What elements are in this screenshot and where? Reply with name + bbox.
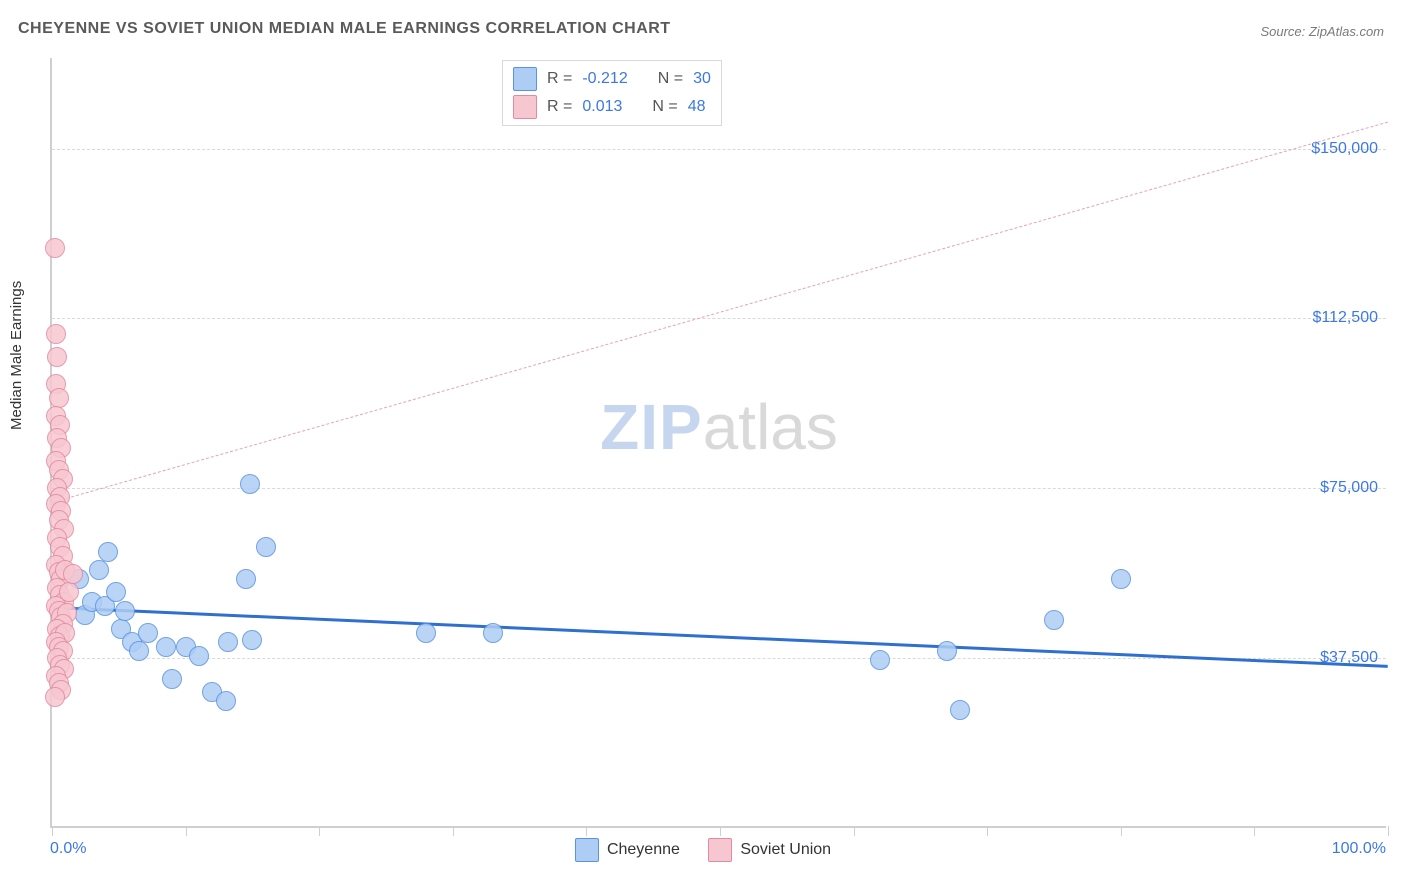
x-tick [1254,826,1255,836]
corr-r-cheyenne: -0.212 [582,70,627,88]
source-label: Source: ZipAtlas.com [1260,24,1384,39]
data-point-cheyenne [162,669,182,689]
x-tick [52,826,53,836]
x-tick [453,826,454,836]
corr-r-label: R = [547,98,572,116]
data-point-cheyenne [1111,569,1131,589]
data-point-cheyenne [937,641,957,661]
data-point-cheyenne [256,537,276,557]
gridline [52,318,1386,319]
data-point-cheyenne [240,474,260,494]
legend-label-soviet: Soviet Union [740,841,831,859]
corr-n-label: N = [652,98,677,116]
x-tick [186,826,187,836]
legend-item-soviet: Soviet Union [708,838,831,862]
y-tick-label: $150,000 [1311,140,1378,158]
legend-item-cheyenne: Cheyenne [575,838,680,862]
data-point-cheyenne [138,623,158,643]
trend-line-soviet-union [52,121,1388,502]
plot-area: ZIPatlas R = -0.212 N = 30 R = 0.013 N =… [50,58,1386,828]
y-tick-label: $112,500 [1312,309,1378,327]
data-point-cheyenne [950,700,970,720]
data-point-cheyenne [483,623,503,643]
corr-swatch-soviet [513,95,537,119]
data-point-cheyenne [218,632,238,652]
chart-title: CHEYENNE VS SOVIET UNION MEDIAN MALE EAR… [18,20,671,38]
corr-n-soviet: 48 [688,98,706,116]
corr-row-cheyenne: R = -0.212 N = 30 [513,65,711,93]
y-axis-label: Median Male Earnings [8,281,25,430]
data-point-cheyenne [106,582,126,602]
data-point-cheyenne [89,560,109,580]
corr-row-soviet: R = 0.013 N = 48 [513,93,711,121]
data-point-cheyenne [115,601,135,621]
x-tick [854,826,855,836]
x-tick [1121,826,1122,836]
corr-n-cheyenne: 30 [693,70,711,88]
x-tick [987,826,988,836]
data-point-cheyenne [189,646,209,666]
legend-swatch-cheyenne [575,838,599,862]
corr-r-label: R = [547,70,572,88]
data-point-soviet-union [47,347,67,367]
data-point-soviet-union [45,687,65,707]
y-tick-label: $75,000 [1320,479,1378,497]
series-legend: Cheyenne Soviet Union [0,838,1406,867]
data-point-cheyenne [156,637,176,657]
data-point-cheyenne [242,630,262,650]
x-tick [1388,826,1389,836]
x-tick [720,826,721,836]
data-point-soviet-union [46,324,66,344]
data-point-cheyenne [870,650,890,670]
watermark: ZIPatlas [600,390,838,464]
data-point-cheyenne [129,641,149,661]
corr-r-soviet: 0.013 [582,98,622,116]
gridline [52,149,1386,150]
x-tick [586,826,587,836]
x-tick [319,826,320,836]
data-point-soviet-union [45,238,65,258]
corr-n-label: N = [658,70,683,88]
data-point-cheyenne [216,691,236,711]
data-point-cheyenne [98,542,118,562]
watermark-part1: ZIP [600,391,703,463]
data-point-cheyenne [1044,610,1064,630]
data-point-cheyenne [236,569,256,589]
data-point-soviet-union [59,582,79,602]
data-point-soviet-union [49,388,69,408]
data-point-cheyenne [416,623,436,643]
correlation-legend: R = -0.212 N = 30 R = 0.013 N = 48 [502,60,722,126]
legend-swatch-soviet [708,838,732,862]
corr-swatch-cheyenne [513,67,537,91]
legend-label-cheyenne: Cheyenne [607,841,680,859]
watermark-part2: atlas [703,391,838,463]
data-point-soviet-union [63,564,83,584]
